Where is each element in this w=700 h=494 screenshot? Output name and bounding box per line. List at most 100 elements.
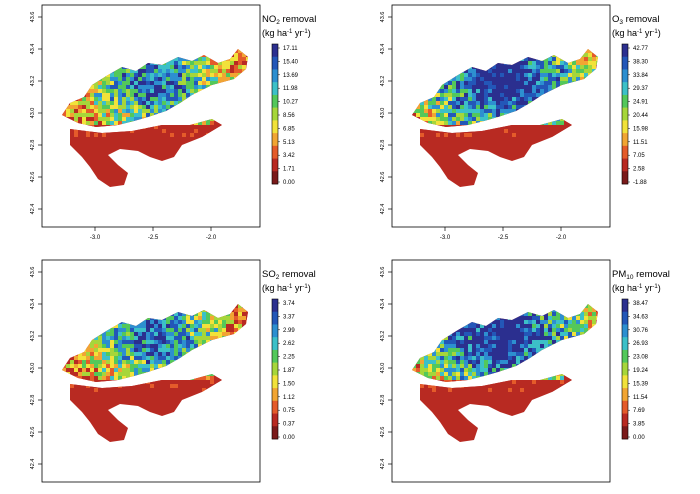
y-tick-label: 43.2: [30, 331, 36, 342]
legend-value: 29.37: [633, 86, 649, 92]
y-tick-label: 43.6: [380, 267, 386, 278]
legend-bar-frame: [621, 298, 629, 440]
legend-swatch: [272, 413, 278, 427]
legend-title: NO2 removal: [262, 14, 316, 26]
legend-value: 23.08: [633, 355, 649, 361]
legend-swatch: [272, 133, 278, 147]
legend-swatch: [272, 171, 278, 185]
y-tick-label: 43.0: [380, 108, 386, 119]
legend-unit: (kg ha-1 yr-1): [612, 283, 661, 293]
map-panel-so2: 43.6 43.4 43.2 43.0 42.8 42.6 42.4 SO2 removal (…: [30, 259, 316, 483]
legend-value: 1.12: [283, 395, 295, 401]
legend-value: 26.93: [633, 341, 649, 347]
legend-swatch: [272, 375, 278, 389]
y-tick-label: 43.2: [30, 76, 36, 87]
legend-bar-frame: [621, 43, 629, 185]
legend-value: 1.50: [283, 381, 295, 387]
legend-value: -1.88: [633, 180, 647, 186]
legend-swatch: [272, 299, 278, 313]
legend-swatch: [622, 120, 628, 134]
legend-value: 19.24: [633, 368, 649, 374]
y-tick-label: 42.8: [30, 140, 36, 151]
legend-swatch: [622, 158, 628, 172]
legend-swatch: [622, 413, 628, 427]
legend-swatch: [272, 145, 278, 159]
legend-swatch: [622, 299, 628, 313]
legend-value: 5.13: [283, 140, 295, 146]
y-tick-label: 43.0: [30, 108, 36, 119]
legend-swatch: [272, 158, 278, 172]
x-tick-label: -3.0: [440, 235, 451, 241]
legend-value: 7.05: [633, 153, 645, 159]
y-tick-label: 43.4: [380, 299, 386, 310]
legend-swatch: [272, 426, 278, 440]
y-tick-label: 42.6: [380, 172, 386, 183]
y-tick-label: 42.6: [380, 427, 386, 438]
legend-swatch: [622, 107, 628, 121]
map-panel-no2: 43.6 43.4 43.2 43.0 42.8 42.6 42.4 -3.0 -2.5 -2.0…: [30, 4, 316, 241]
legend-value: 11.54: [633, 395, 648, 401]
legend-value: 20.44: [633, 113, 649, 119]
legend-value: 24.91: [633, 100, 649, 106]
legend-unit: (kg ha-1 yr-1): [262, 28, 311, 38]
legend-value: 3.85: [633, 422, 645, 428]
legend-swatch: [622, 375, 628, 389]
y-tick-label: 42.4: [30, 459, 36, 470]
legend-value: 17.11: [283, 46, 298, 52]
y-tick-label: 43.0: [380, 363, 386, 374]
y-tick-label: 42.6: [30, 427, 36, 438]
legend-unit: (kg ha-1 yr-1): [612, 28, 661, 38]
legend-value: 3.74: [283, 301, 295, 307]
legend-bar-frame: [271, 43, 279, 185]
legend-value: 1.87: [283, 368, 295, 374]
y-tick-label: 42.8: [30, 395, 36, 406]
legend-swatch: [622, 145, 628, 159]
legend-value: 0.00: [633, 435, 645, 441]
y-tick-label: 42.4: [30, 204, 36, 215]
legend-value: 8.56: [283, 113, 295, 119]
legend-value: 0.00: [283, 180, 295, 186]
legend-swatch: [622, 94, 628, 108]
x-tick-label: -3.0: [90, 235, 101, 241]
legend-swatch: [622, 337, 628, 351]
legend-value: 7.69: [633, 408, 645, 414]
legend-title: PM10 removal: [612, 269, 670, 281]
legend-value: 15.98: [633, 126, 649, 132]
legend-value: 6.85: [283, 126, 295, 132]
legend-swatch: [622, 82, 628, 96]
legend-swatch: [272, 44, 278, 58]
legend-value: 42.77: [633, 46, 649, 52]
legend-swatch: [272, 107, 278, 121]
legend-swatch: [272, 94, 278, 108]
legend-value: 11.98: [283, 86, 298, 92]
legend-value: 15.40: [283, 59, 299, 65]
legend-swatch: [272, 362, 278, 376]
legend-swatch: [272, 337, 278, 351]
legend-bar-frame: [271, 298, 279, 440]
x-tick-label: -2.5: [498, 235, 509, 241]
y-tick-label: 43.6: [30, 12, 36, 23]
legend-swatch: [622, 426, 628, 440]
y-tick-label: 43.2: [380, 331, 386, 342]
legend-value: 2.62: [283, 341, 295, 347]
legend-value: 2.58: [633, 167, 645, 173]
legend-swatch: [272, 349, 278, 363]
legend-value: 1.71: [283, 167, 295, 173]
legend-value: 33.84: [633, 73, 649, 79]
legend-swatch: [272, 400, 278, 414]
legend-value: 13.69: [283, 73, 299, 79]
legend-swatch: [272, 311, 278, 325]
legend-value: 2.25: [283, 355, 295, 361]
legend-value: 38.30: [633, 59, 649, 65]
legend-value: 0.37: [283, 422, 295, 428]
legend-value: 38.47: [633, 301, 649, 307]
legend-title: SO2 removal: [262, 269, 316, 281]
legend-value: 10.27: [283, 100, 299, 106]
legend-swatch: [622, 349, 628, 363]
legend-unit: (kg ha-1 yr-1): [262, 283, 311, 293]
legend-value: 0.75: [283, 408, 295, 414]
legend-swatch: [622, 388, 628, 402]
map-panel-o3: 43.6 43.4 43.2 43.0 42.8 42.6 42.4 -3.0 -2.5 -2.0…: [380, 4, 661, 241]
legend-value: 2.99: [283, 328, 295, 334]
